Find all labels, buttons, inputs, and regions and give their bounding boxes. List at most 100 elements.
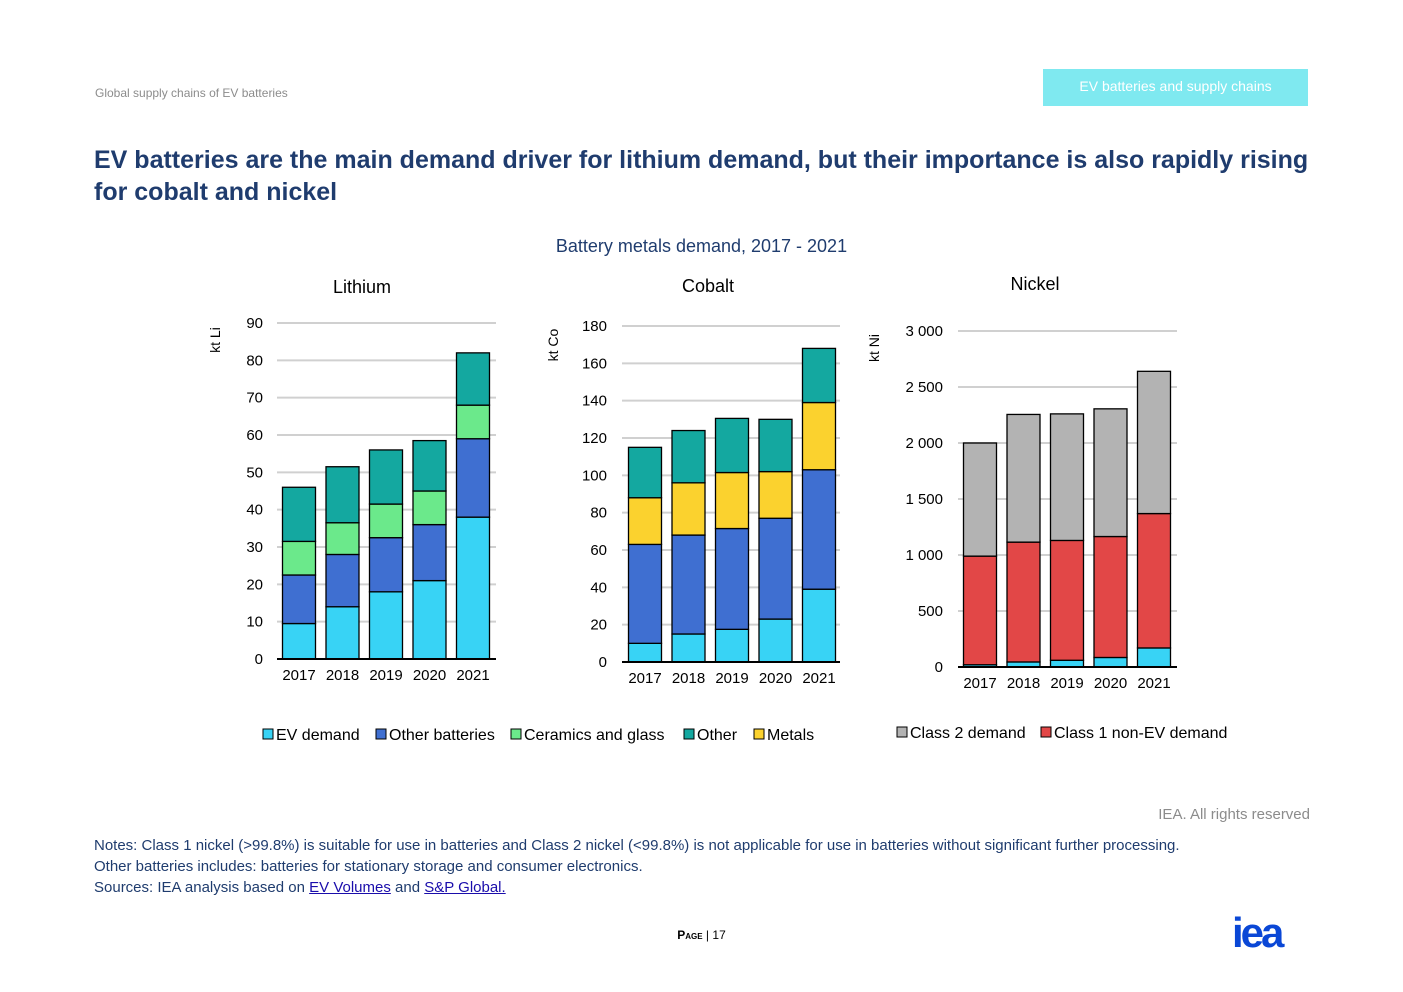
cobalt-bar-ev-demand-2021: [801, 588, 837, 663]
page-title: EV batteries are the main demand driver …: [94, 146, 1309, 206]
lithium-bar-other-2017: [281, 486, 317, 543]
nickel-bar-ev-demand-2019: [1049, 659, 1085, 668]
section-title: Global supply chains of EV batteries: [95, 86, 288, 100]
lithium-bar-other-batteries-2017: [281, 574, 317, 625]
lithium-bar-ev-demand-2019: [368, 591, 404, 660]
legend-swatch-ceramics-and-glass: [510, 728, 522, 740]
cobalt-bar-metals-2021: [801, 401, 837, 471]
lithium-y-tick-label: 90: [246, 315, 263, 332]
nickel-bar-class-2-demand-2018: [1006, 413, 1041, 543]
legend-label-ceramics-and-glass: Ceramics and glass: [524, 727, 665, 744]
nickel-chart-title: Nickel: [1010, 274, 1059, 294]
lithium-bar-ceramics-and-glass-2018: [325, 522, 360, 556]
lithium-x-tick-label: 2017: [282, 667, 315, 684]
nickel-x-tick-label: 2018: [1007, 675, 1040, 692]
ev-volumes-link[interactable]: EV Volumes: [309, 879, 391, 896]
nickel-y-tick-label: 3 000: [905, 323, 943, 340]
cobalt-bar-other-2021: [801, 347, 837, 404]
nickel-bar-class-2-demand-2019: [1049, 413, 1085, 542]
nickel-bar-class-2-demand-2020: [1093, 408, 1128, 538]
lithium-bar-other-batteries-2018: [325, 553, 360, 608]
lithium-bar-other-batteries-2021: [455, 438, 491, 518]
nickel-bar-class-1-non-ev-demand-2020: [1093, 535, 1128, 659]
cobalt-x-tick-label: 2017: [628, 670, 661, 687]
notes: Notes: Class 1 nickel (>99.8%) is suitab…: [94, 835, 1180, 898]
cobalt-bar-other-2020: [758, 418, 793, 473]
lithium-bar-ceramics-and-glass-2017: [281, 540, 317, 576]
lithium-y-tick-label: 30: [246, 539, 263, 556]
lithium-chart-title: Lithium: [333, 277, 391, 297]
nickel-y-tick-label: 2 000: [905, 435, 943, 452]
lithium-bar-ev-demand-2021: [455, 516, 491, 660]
nickel-y-axis-label: kt Ni: [866, 334, 882, 362]
lithium-y-tick-label: 0: [255, 651, 263, 668]
nickel-x-tick-label: 2020: [1094, 675, 1127, 692]
lithium-bar-other-batteries-2020: [412, 523, 447, 582]
lithium-bar-other-2018: [325, 466, 360, 524]
cobalt-bar-other-batteries-2021: [801, 469, 837, 590]
cobalt-y-tick-label: 0: [599, 654, 607, 671]
nickel-bar-class-1-non-ev-demand-2019: [1049, 539, 1085, 661]
nickel-bar-ev-demand-2020: [1093, 656, 1128, 668]
page-label: Page: [677, 928, 703, 942]
lithium-bar-other-2021: [455, 352, 491, 406]
nickel-x-tick-label: 2019: [1050, 675, 1083, 692]
legend-swatch-class-1-non-ev-demand: [1040, 726, 1052, 738]
lithium-x-tick-label: 2021: [456, 667, 489, 684]
lithium-bar-other-batteries-2019: [368, 537, 404, 593]
cobalt-bar-other-batteries-2018: [671, 534, 706, 635]
lithium-y-tick-label: 40: [246, 502, 263, 519]
nickel-x-tick-label: 2017: [963, 675, 996, 692]
cobalt-bar-metals-2018: [671, 482, 706, 536]
sp-global-link[interactable]: S&P Global.: [424, 879, 506, 896]
cobalt-bar-other-batteries-2017: [627, 543, 663, 644]
legend-label-metals: Metals: [767, 727, 814, 744]
cobalt-y-tick-label: 160: [582, 355, 607, 372]
nickel-y-tick-label: 2 500: [905, 379, 943, 396]
lithium-bar-other-2020: [412, 439, 447, 492]
cobalt-bar-ev-demand-2017: [627, 642, 663, 663]
cobalt-x-tick-label: 2018: [672, 670, 705, 687]
nickel-x-tick-label: 2021: [1137, 675, 1170, 692]
cobalt-bar-other-2018: [671, 429, 706, 484]
nickel-y-tick-label: 1 500: [905, 491, 943, 508]
lithium-bar-ceramics-and-glass-2021: [455, 404, 491, 440]
section-badge[interactable]: EV batteries and supply chains: [1043, 69, 1308, 106]
iea-logo-text: iea: [1232, 915, 1285, 951]
nickel-bar-class-2-demand-2017: [962, 442, 998, 557]
page-num-value: 17: [712, 928, 726, 942]
figure-title: Battery metals demand, 2017 - 2021: [555, 236, 848, 256]
cobalt-y-tick-label: 80: [590, 505, 607, 522]
cobalt-bar-ev-demand-2019: [714, 628, 750, 663]
nickel-bar-class-2-demand-2021: [1136, 370, 1172, 515]
cobalt-y-tick-label: 40: [590, 579, 607, 596]
lithium-y-tick-label: 80: [246, 352, 263, 369]
notes-line-1: Notes: Class 1 nickel (>99.8%) is suitab…: [94, 837, 1180, 854]
cobalt-bar-other-batteries-2019: [714, 527, 750, 630]
lithium-x-tick-label: 2019: [369, 667, 402, 684]
cobalt-y-tick-label: 180: [582, 318, 607, 335]
nickel-y-tick-label: 1 000: [905, 547, 943, 564]
cobalt-chart-title: Cobalt: [682, 276, 734, 296]
legend-swatch-other: [683, 728, 695, 740]
legend-swatch-class-2-demand: [896, 726, 908, 738]
lithium-y-tick-label: 70: [246, 390, 263, 407]
legend-label-class-2-demand: Class 2 demand: [910, 725, 1026, 742]
cobalt-y-tick-label: 120: [582, 430, 607, 447]
page-number: Page | 17: [677, 928, 726, 942]
lithium-y-axis-label: kt Li: [207, 327, 223, 353]
legend-label-other: Other: [697, 727, 738, 744]
legend-swatch-other-batteries: [375, 728, 387, 740]
cobalt-y-axis-label: kt Co: [545, 328, 561, 361]
lithium-y-tick-label: 20: [246, 576, 263, 593]
cobalt-bar-other-2017: [627, 446, 663, 499]
lithium-y-tick-label: 10: [246, 614, 263, 631]
nickel-y-tick-label: 500: [918, 603, 943, 620]
legend-label-ev-demand: EV demand: [276, 727, 360, 744]
nickel-bar-class-1-non-ev-demand-2021: [1136, 512, 1172, 649]
legend-swatch-metals: [753, 728, 765, 740]
cobalt-y-tick-label: 20: [590, 617, 607, 634]
lithium-x-tick-label: 2018: [326, 667, 359, 684]
cobalt-y-tick-label: 60: [590, 542, 607, 559]
